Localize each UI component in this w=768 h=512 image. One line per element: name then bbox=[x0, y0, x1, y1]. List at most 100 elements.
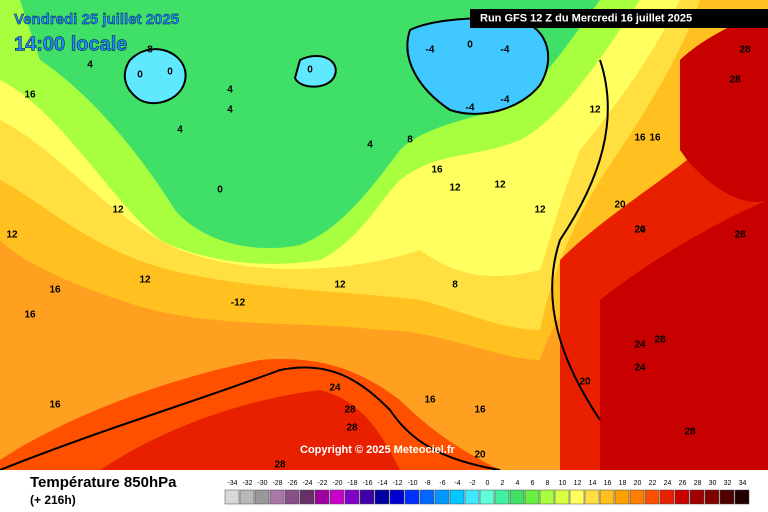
contour-label: -4 bbox=[466, 103, 475, 114]
contour-label: 8 bbox=[452, 280, 458, 291]
contour-label: 16 bbox=[634, 133, 646, 144]
legend-swatch bbox=[239, 489, 255, 505]
legend-value: -10 bbox=[407, 480, 417, 487]
legend-value: 14 bbox=[589, 480, 597, 487]
legend-swatch bbox=[644, 489, 660, 505]
legend-swatch bbox=[404, 489, 420, 505]
contour-label: 12 bbox=[334, 280, 346, 291]
local-time: 14:00 locale bbox=[14, 33, 127, 55]
contour-label: 28 bbox=[739, 45, 751, 56]
legend-swatch bbox=[734, 489, 750, 505]
legend-value: 10 bbox=[559, 480, 567, 487]
legend-value: -18 bbox=[347, 480, 357, 487]
legend-swatch bbox=[674, 489, 690, 505]
area-0 bbox=[293, 55, 337, 88]
legend-swatch bbox=[554, 489, 570, 505]
map-title: Vendredi 25 juillet 2025 bbox=[14, 11, 179, 28]
run-info: Run GFS 12 Z du Mercredi 16 juillet 2025 bbox=[480, 12, 692, 24]
legend-swatch bbox=[614, 489, 630, 505]
legend-value: 0 bbox=[486, 480, 490, 487]
legend-value: 24 bbox=[664, 480, 672, 487]
legend-value: 6 bbox=[531, 480, 535, 487]
legend-value: 34 bbox=[739, 480, 747, 487]
legend-value: 4 bbox=[516, 480, 520, 487]
contour-label: 0 bbox=[167, 67, 173, 78]
contour-label: 16 bbox=[649, 133, 661, 144]
isotherm bbox=[551, 59, 609, 421]
contour-label: 8 bbox=[407, 135, 413, 146]
legend-swatch bbox=[719, 489, 735, 505]
legend-swatch bbox=[524, 489, 540, 505]
contour-label: 28 bbox=[729, 75, 741, 86]
contour-label: 12 bbox=[494, 180, 506, 191]
legend-swatch bbox=[569, 489, 585, 505]
legend-value: 16 bbox=[604, 480, 612, 487]
legend-value: -12 bbox=[392, 480, 402, 487]
contour-label: 0 bbox=[217, 185, 223, 196]
legend-swatch bbox=[359, 489, 375, 505]
area-0 bbox=[123, 48, 187, 105]
legend-value: 18 bbox=[619, 480, 627, 487]
contour-label: 0 bbox=[137, 70, 143, 81]
legend-value: 2 bbox=[501, 480, 505, 487]
legend-value: -14 bbox=[377, 480, 387, 487]
contour-label: 0 bbox=[467, 40, 473, 51]
legend-swatch bbox=[434, 489, 450, 505]
legend-swatch bbox=[389, 489, 405, 505]
legend-value: -8 bbox=[424, 480, 430, 487]
contour-label: 20 bbox=[474, 450, 486, 461]
isotherm bbox=[0, 366, 501, 471]
contour-label: 28 bbox=[346, 423, 358, 434]
legend-value: -22 bbox=[317, 480, 327, 487]
legend-value: 32 bbox=[724, 480, 732, 487]
legend-value: -30 bbox=[257, 480, 267, 487]
legend-swatch bbox=[509, 489, 525, 505]
contour-label: 16 bbox=[24, 310, 36, 321]
contour-label: 28 bbox=[274, 460, 286, 471]
legend-swatch bbox=[539, 489, 555, 505]
legend-swatch bbox=[314, 489, 330, 505]
legend-swatch bbox=[329, 489, 345, 505]
legend-title: Température 850hPa bbox=[30, 474, 177, 491]
contour-label: 0 bbox=[307, 65, 313, 76]
legend-swatch bbox=[464, 489, 480, 505]
legend-value: 8 bbox=[546, 480, 550, 487]
legend-swatch bbox=[584, 489, 600, 505]
legend-swatch bbox=[659, 489, 675, 505]
contour-label: 24 bbox=[634, 225, 646, 236]
contour-label: 12 bbox=[112, 205, 124, 216]
legend-value: 20 bbox=[634, 480, 642, 487]
contour-label: 8 bbox=[147, 45, 153, 56]
legend-swatch bbox=[299, 489, 315, 505]
legend-value: 30 bbox=[709, 480, 717, 487]
legend-swatch bbox=[344, 489, 360, 505]
legend-swatch bbox=[449, 489, 465, 505]
legend-swatch bbox=[374, 489, 390, 505]
area-26 bbox=[680, 10, 768, 202]
contour-label: 16 bbox=[24, 90, 36, 101]
contour-label: 16 bbox=[474, 405, 486, 416]
contour-label: 4 bbox=[87, 60, 93, 71]
legend-value: -6 bbox=[439, 480, 445, 487]
copyright: Copyright © 2025 Meteociel.fr bbox=[300, 444, 456, 456]
legend-value: -4 bbox=[454, 480, 460, 487]
legend-swatch bbox=[599, 489, 615, 505]
area-26 bbox=[600, 200, 768, 470]
legend-swatch bbox=[269, 489, 285, 505]
contour-label: -4 bbox=[426, 45, 435, 56]
legend-value: 22 bbox=[649, 480, 657, 487]
legend-value: 26 bbox=[679, 480, 687, 487]
contour-label: 12 bbox=[139, 275, 151, 286]
legend-value: -32 bbox=[242, 480, 252, 487]
legend-value: 28 bbox=[694, 480, 702, 487]
legend-value: 12 bbox=[574, 480, 582, 487]
contour-label: 16 bbox=[49, 400, 61, 411]
contour-label: 20 bbox=[579, 377, 591, 388]
contour-label: 12 bbox=[534, 205, 546, 216]
legend-swatch bbox=[704, 489, 720, 505]
contour-label: 28 bbox=[654, 335, 666, 346]
contour-label: -4 bbox=[501, 45, 510, 56]
contour-label: 4 bbox=[367, 140, 373, 151]
